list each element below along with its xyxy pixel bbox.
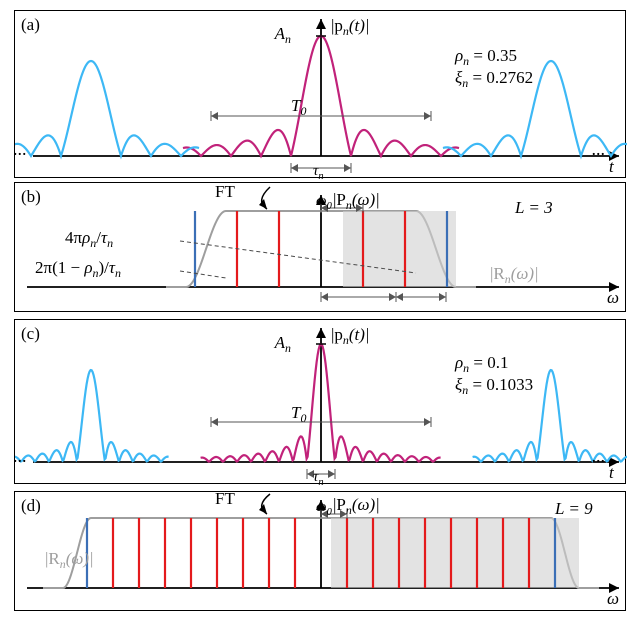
dots-right-a: ... [592, 139, 606, 160]
svg-text:2π(1 − ρn)/τn: 2π(1 − ρn)/τn [35, 258, 121, 280]
panel-c: (c) An|pn(t)|T0τnρn = 0.1ξn = 0.1033t ..… [14, 319, 626, 484]
panel-b: (b) ω0FT|Pn(ω)|L = 3|Rn(ω)|4πρn/τn2π(1 −… [14, 182, 626, 312]
dots-left-c: ... [13, 446, 27, 467]
svg-text:An: An [274, 24, 291, 46]
panel-c-svg: An |pn(t)| T0 τn ρn = 0.1ξn = 0.1033 t [15, 320, 627, 485]
panel-d: (d) ω0FT|Pn(ω)|L = 9|Rn(ω)|ω [14, 491, 626, 611]
svg-text:L = 9: L = 9 [554, 499, 593, 518]
svg-text:τn: τn [313, 163, 324, 179]
panel-a: (a) An|pn(t)|T0τnρn = 0.35ξn = 0.2762t .… [14, 10, 626, 178]
svg-text:FT: FT [215, 183, 235, 201]
svg-text:An: An [274, 333, 291, 355]
svg-text:4πρn/τn: 4πρn/τn [65, 228, 113, 250]
svg-text:ξn = 0.1033: ξn = 0.1033 [455, 375, 533, 397]
svg-text:L = 3: L = 3 [514, 198, 553, 217]
svg-text:|pn(t)|: |pn(t)| [331, 16, 370, 38]
svg-text:ξn = 0.2762: ξn = 0.2762 [455, 68, 533, 90]
svg-text:t: t [609, 157, 615, 176]
svg-text:|Pn(ω)|: |Pn(ω)| [333, 495, 380, 517]
panel-a-svg: An |pn(t)| T0 τn ρn = 0.35ξn = 0.2762 t [15, 11, 627, 179]
svg-text:|pn(t)|: |pn(t)| [331, 325, 370, 347]
figure-root: (a) An|pn(t)|T0τnρn = 0.35ξn = 0.2762t .… [0, 0, 640, 623]
svg-text:|Rn(ω)|: |Rn(ω)| [490, 264, 539, 286]
svg-text:FT: FT [215, 492, 235, 508]
dots-right-c: ... [592, 446, 606, 467]
svg-text:|Pn(ω)|: |Pn(ω)| [333, 190, 380, 212]
svg-text:t: t [609, 463, 615, 482]
svg-text:T0: T0 [291, 96, 306, 118]
svg-text:T0: T0 [291, 403, 306, 425]
svg-text:ω: ω [607, 288, 619, 307]
svg-text:τn: τn [313, 469, 324, 485]
panel-b-svg: ω0FT|Pn(ω)|L = 3|Rn(ω)|4πρn/τn2π(1 − ρn)… [15, 183, 627, 313]
svg-text:|Rn(ω)|: |Rn(ω)| [45, 549, 94, 571]
panel-d-svg: ω0FT|Pn(ω)|L = 9|Rn(ω)|ω [15, 492, 627, 612]
dots-left-a: ... [13, 139, 27, 160]
svg-text:ρn = 0.1: ρn = 0.1 [454, 353, 508, 375]
svg-text:ρn = 0.35: ρn = 0.35 [454, 46, 517, 68]
svg-text:ω: ω [607, 589, 619, 608]
